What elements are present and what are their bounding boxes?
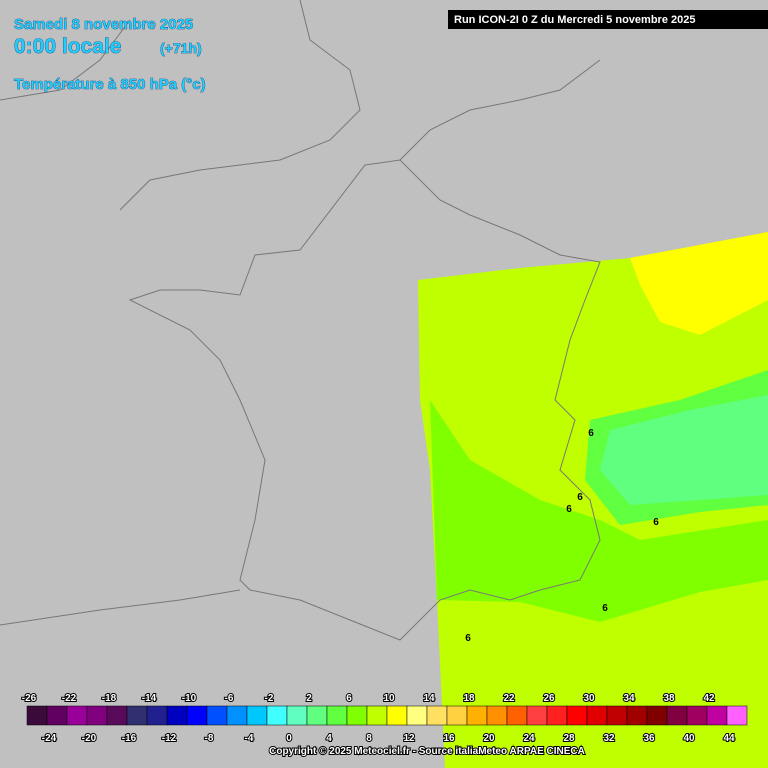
legend-swatch <box>646 705 668 726</box>
legend-swatch <box>506 705 528 726</box>
legend-swatch <box>126 705 148 726</box>
legend-swatch <box>486 705 508 726</box>
legend-swatch <box>726 705 748 726</box>
contour-label: 6 <box>577 492 583 503</box>
legend-swatch <box>606 705 628 726</box>
legend-label: 34 <box>623 693 635 704</box>
legend-label: 38 <box>663 693 675 704</box>
legend-label: -22 <box>62 693 77 704</box>
legend-swatch <box>186 705 208 726</box>
legend-label: 26 <box>543 693 555 704</box>
legend-swatch <box>286 705 308 726</box>
legend-swatch <box>426 705 448 726</box>
legend-label: 8 <box>366 733 372 744</box>
contour-label: 6 <box>588 428 594 439</box>
legend-label: 4 <box>326 733 332 744</box>
legend-label: 12 <box>403 733 415 744</box>
legend-swatch <box>446 705 468 726</box>
coastlines <box>0 0 601 641</box>
date: Samedi 8 novembre 2025 <box>14 16 193 33</box>
legend-label: -14 <box>142 693 157 704</box>
legend-label: 6 <box>346 693 352 704</box>
legend-label: 24 <box>523 733 535 744</box>
copyright: Copyright © 2025 Meteociel.fr - Source i… <box>269 746 585 757</box>
legend-swatch <box>546 705 568 726</box>
legend-swatch <box>206 705 228 726</box>
legend-swatch <box>466 705 488 726</box>
legend-label: -2 <box>265 693 274 704</box>
legend-label: -26 <box>22 693 37 704</box>
legend-label: -18 <box>102 693 117 704</box>
field: Température à 850 hPa (°c) <box>14 76 206 93</box>
legend-swatch <box>586 705 608 726</box>
legend-label: 10 <box>383 693 395 704</box>
legend-label: -24 <box>42 733 57 744</box>
legend-swatch <box>226 705 248 726</box>
legend-swatch <box>386 705 408 726</box>
contour-label: 6 <box>653 517 659 528</box>
contour-label: 6 <box>465 633 471 644</box>
legend-label: 22 <box>503 693 515 704</box>
legend-swatch <box>566 705 588 726</box>
legend-label: 2 <box>306 693 312 704</box>
legend: -26-24-22-20-18-16-14-12-10-8-6-4-202468… <box>21 692 748 745</box>
legend-swatch <box>26 705 48 726</box>
legend-label: 40 <box>683 733 695 744</box>
legend-label: 36 <box>643 733 655 744</box>
contour-label: 6 <box>602 603 608 614</box>
legend-swatch <box>166 705 188 726</box>
legend-label: -8 <box>205 733 214 744</box>
legend-label: 0 <box>286 733 292 744</box>
legend-label: -6 <box>225 693 234 704</box>
legend-swatch <box>66 705 88 726</box>
legend-swatch <box>306 705 328 726</box>
legend-label: 44 <box>723 733 735 744</box>
legend-label: 18 <box>463 693 475 704</box>
legend-label: 30 <box>583 693 595 704</box>
legend-swatch <box>46 705 68 726</box>
legend-label: 20 <box>483 733 495 744</box>
legend-label: 28 <box>563 733 575 744</box>
legend-swatch <box>666 705 688 726</box>
run-box <box>448 10 768 29</box>
time: 0:00 locale <box>14 35 121 58</box>
legend-swatch <box>626 705 648 726</box>
legend-swatch <box>406 705 428 726</box>
legend-label: 32 <box>603 733 615 744</box>
legend-label: -10 <box>182 693 197 704</box>
legend-swatch <box>706 705 728 726</box>
legend-swatch <box>106 705 128 726</box>
legend-swatch <box>86 705 108 726</box>
legend-label: -16 <box>122 733 137 744</box>
legend-label: -20 <box>82 733 97 744</box>
legend-swatch <box>326 705 348 726</box>
legend-swatch <box>146 705 168 726</box>
legend-swatch <box>526 705 548 726</box>
legend-label: 16 <box>443 733 455 744</box>
lead: (+71h) <box>160 40 202 56</box>
legend-swatch <box>366 705 388 726</box>
legend-label: -4 <box>245 733 254 744</box>
legend-label: 14 <box>423 693 435 704</box>
run: Run ICON-2I 0 Z du Mercredi 5 novembre 2… <box>454 14 695 26</box>
legend-swatch <box>346 705 368 726</box>
legend-swatch <box>686 705 708 726</box>
model-domain <box>418 232 768 768</box>
legend-swatch <box>246 705 268 726</box>
legend-swatch <box>266 705 288 726</box>
contour-label: 6 <box>566 504 572 515</box>
legend-label: -12 <box>162 733 177 744</box>
legend-label: 42 <box>703 693 715 704</box>
